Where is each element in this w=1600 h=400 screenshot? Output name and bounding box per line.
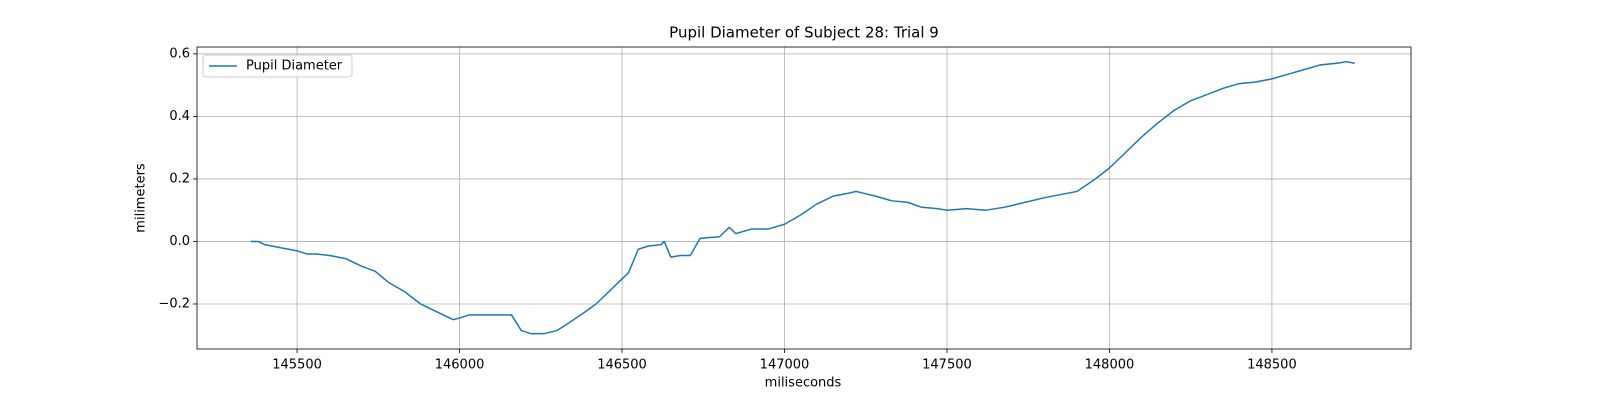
x-tick-label: 148500 [1247, 358, 1297, 373]
x-tick-label: 148000 [1085, 358, 1135, 373]
plot-frame [196, 46, 1412, 350]
y-tick-label: 0.4 [169, 109, 190, 124]
x-tick-label: 147000 [760, 358, 810, 373]
x-axis-label: miliseconds [765, 376, 842, 391]
y-axis-label: milimeters [134, 163, 149, 233]
legend-box [202, 54, 353, 78]
x-tick-label: 147500 [922, 358, 972, 373]
x-tick-label: 146500 [597, 358, 647, 373]
y-tick-label: 0.6 [169, 46, 190, 61]
x-tick-label: 145500 [272, 358, 322, 373]
x-tick-label: 146000 [435, 358, 485, 373]
y-tick-label: −0.2 [158, 296, 190, 311]
legend-label: Pupil Diameter [246, 59, 343, 74]
chart-title: Pupil Diameter of Subject 28: Trial 9 [669, 24, 939, 42]
y-tick-label: 0.0 [169, 234, 190, 249]
data-line [250, 60, 1355, 335]
y-tick-label: 0.2 [169, 171, 190, 186]
